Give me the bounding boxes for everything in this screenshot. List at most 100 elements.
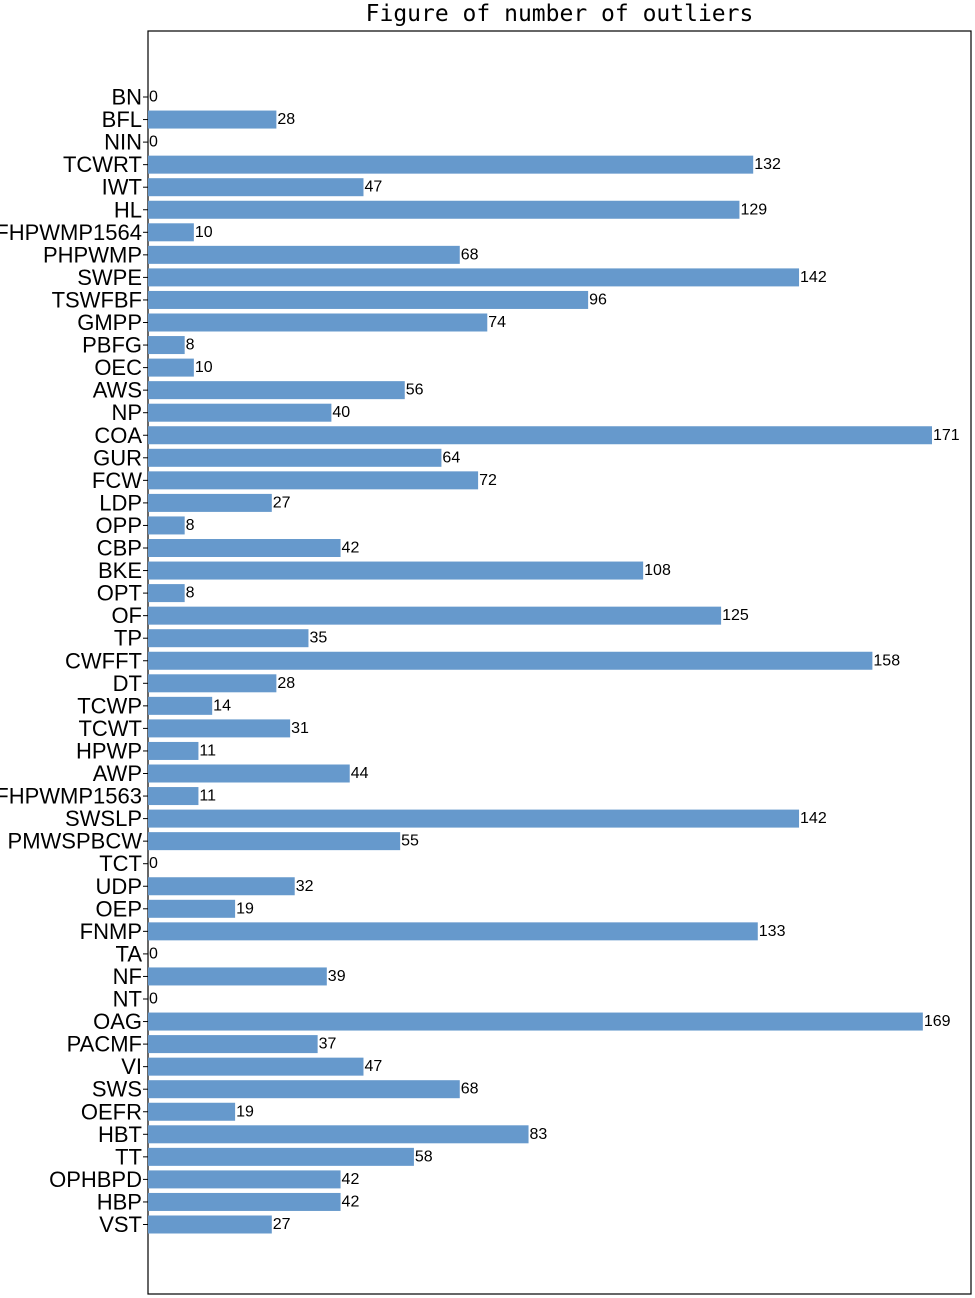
bar — [148, 741, 199, 760]
category-label: NIN — [104, 130, 142, 155]
bar — [148, 1125, 529, 1144]
bar — [148, 268, 800, 287]
value-label: 72 — [479, 472, 497, 489]
value-label: 64 — [442, 449, 460, 466]
category-label: CBP — [97, 536, 142, 561]
category-label: OEC — [94, 355, 142, 380]
bar — [148, 245, 460, 264]
value-label: 142 — [800, 269, 827, 286]
category-label: TCWRT — [63, 152, 142, 177]
category-label: TA — [116, 941, 143, 966]
category-label: TT — [115, 1144, 142, 1169]
value-label: 27 — [273, 1216, 291, 1233]
category-label: DT — [113, 671, 142, 696]
category-label: BN — [111, 85, 142, 110]
category-label: HL — [114, 197, 142, 222]
category-label: HPWP — [76, 738, 142, 763]
category-label: PACMF — [67, 1032, 142, 1057]
value-label: 19 — [236, 1103, 254, 1120]
category-label: GMPP — [77, 310, 142, 335]
value-label: 42 — [342, 540, 360, 557]
category-label: OEFR — [81, 1099, 142, 1124]
category-label: AWP — [93, 761, 142, 786]
category-label: GUR — [93, 445, 142, 470]
bar — [148, 764, 350, 783]
bar — [148, 899, 236, 918]
bar — [148, 696, 213, 715]
value-label: 0 — [149, 89, 158, 106]
category-label: FCW — [92, 468, 142, 493]
bar — [148, 448, 442, 467]
bar — [148, 1147, 414, 1166]
value-label: 132 — [754, 156, 781, 173]
category-label: PHPWMP — [43, 242, 142, 267]
value-label: 8 — [186, 585, 195, 602]
bar — [148, 674, 277, 693]
category-label: OEP — [96, 896, 142, 921]
bar — [148, 606, 722, 625]
bar — [148, 178, 364, 197]
bar — [148, 967, 327, 986]
value-label: 32 — [296, 878, 314, 895]
category-label: LDP — [99, 490, 142, 515]
value-label: 108 — [644, 562, 671, 579]
bar — [148, 1080, 460, 1099]
category-label: PMWSPBCW — [8, 829, 143, 854]
category-label: TCWP — [77, 693, 142, 718]
value-label: 35 — [309, 630, 327, 647]
bar — [148, 651, 873, 670]
value-label: 47 — [364, 179, 382, 196]
value-label: 28 — [277, 675, 295, 692]
category-label: IWT — [102, 175, 142, 200]
category-label: OPT — [97, 581, 142, 606]
value-label: 39 — [328, 968, 346, 985]
value-label: 27 — [273, 494, 291, 511]
bar — [148, 832, 401, 851]
bar — [148, 358, 194, 377]
value-label: 171 — [933, 427, 960, 444]
ticks-layer: BNBFLNINTCWRTIWTHLFHPWMP1564PHPWMPSWPETS… — [0, 85, 148, 1237]
category-label: FNMP — [80, 919, 142, 944]
category-label: OF — [111, 603, 142, 628]
value-label: 96 — [589, 291, 607, 308]
value-label: 169 — [924, 1013, 951, 1030]
bar — [148, 336, 185, 355]
bar — [148, 1170, 341, 1189]
category-label: NT — [113, 987, 142, 1012]
bar — [148, 561, 644, 580]
bar — [148, 110, 277, 129]
value-label: 8 — [186, 517, 195, 534]
category-label: HBP — [97, 1189, 142, 1214]
value-label: 42 — [342, 1193, 360, 1210]
category-label: FHPWMP1563 — [0, 784, 142, 809]
value-label: 44 — [351, 765, 369, 782]
category-label: HBT — [98, 1122, 142, 1147]
value-label: 47 — [364, 1058, 382, 1075]
bar — [148, 313, 488, 332]
category-label: NF — [113, 964, 142, 989]
bar — [148, 155, 754, 174]
value-label: 42 — [342, 1171, 360, 1188]
value-label: 8 — [186, 337, 195, 354]
value-label: 68 — [461, 246, 479, 263]
bar — [148, 403, 332, 422]
bar — [148, 200, 740, 219]
category-label: TP — [114, 626, 142, 651]
bar — [148, 809, 800, 828]
value-label: 158 — [873, 652, 900, 669]
value-label: 133 — [759, 923, 786, 940]
value-label: 28 — [277, 111, 295, 128]
value-label: 142 — [800, 810, 827, 827]
bar — [148, 1215, 272, 1234]
value-label: 11 — [199, 788, 216, 805]
category-label: VST — [99, 1212, 142, 1237]
category-label: UDP — [96, 874, 142, 899]
category-label: TCWT — [78, 716, 142, 741]
value-label: 56 — [406, 382, 424, 399]
category-label: OPP — [96, 513, 142, 538]
category-label: VI — [121, 1054, 142, 1079]
bar — [148, 223, 194, 242]
value-label: 55 — [401, 833, 419, 850]
value-label: 10 — [195, 224, 213, 241]
